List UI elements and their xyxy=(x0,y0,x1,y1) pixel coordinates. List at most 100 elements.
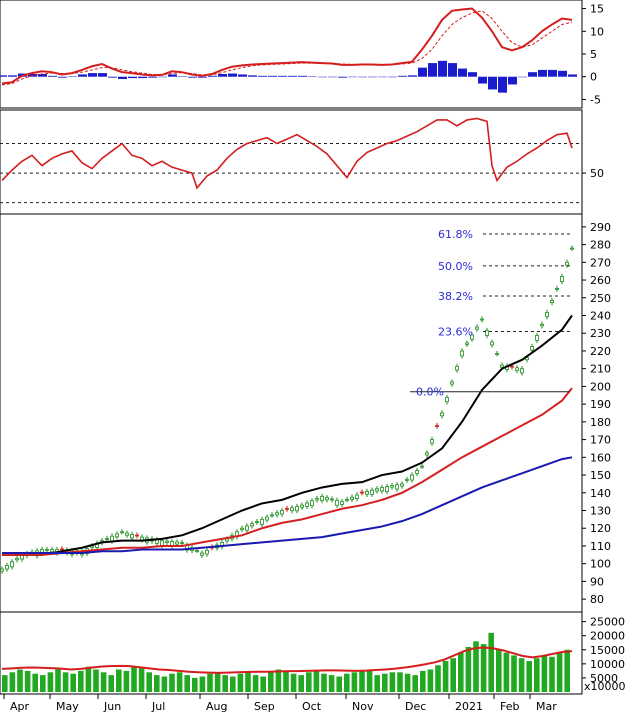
candle-body xyxy=(376,489,379,491)
candle-body xyxy=(531,347,534,351)
macd-histogram-bar xyxy=(528,72,537,77)
volume-bar xyxy=(488,633,494,692)
candle-body xyxy=(431,440,434,444)
candle-body xyxy=(501,365,504,367)
volume-bar xyxy=(10,672,16,692)
candle-body xyxy=(341,502,344,505)
candle-body xyxy=(246,526,249,530)
candle-body xyxy=(496,354,499,355)
y-tick-label: 110 xyxy=(590,540,611,553)
y-tick-label: 190 xyxy=(590,398,611,411)
y-tick-label: 15 xyxy=(590,3,604,16)
x-tick-label: May xyxy=(56,700,79,713)
volume-bar xyxy=(504,653,510,692)
candle-body xyxy=(61,549,64,550)
volume-bar xyxy=(146,672,152,692)
candle-body xyxy=(206,550,209,554)
volume-bar xyxy=(481,644,487,692)
volume-bar xyxy=(397,672,403,692)
macd-histogram-bar xyxy=(398,76,407,77)
volume-bar xyxy=(70,674,76,692)
macd-histogram-bar xyxy=(558,71,567,77)
volume-bar xyxy=(200,677,206,692)
candle-body xyxy=(136,535,139,536)
candle-body xyxy=(251,524,254,526)
candle-body xyxy=(436,426,439,427)
candle-body xyxy=(561,277,564,282)
macd-histogram-bar xyxy=(218,74,227,77)
candle-body xyxy=(176,542,179,544)
macd-histogram-bar xyxy=(388,77,397,78)
volume-bar xyxy=(63,672,69,692)
x-tick-label: Dec xyxy=(405,700,426,713)
candle-body xyxy=(546,312,549,316)
y-tick-label: 230 xyxy=(590,327,611,340)
y-tick-label: 140 xyxy=(590,487,611,500)
macd-histogram-bar xyxy=(408,75,417,76)
candle-body xyxy=(366,491,369,494)
fib-level-label: 0.0% xyxy=(416,386,444,399)
volume-bar xyxy=(374,675,380,692)
volume-bar xyxy=(298,675,304,692)
candle-body xyxy=(276,513,279,515)
candle-body xyxy=(116,534,119,537)
candle-body xyxy=(281,511,284,515)
candle-body xyxy=(451,382,454,384)
candle-body xyxy=(361,492,364,493)
volume-bar xyxy=(359,671,365,692)
volume-bar xyxy=(405,674,411,692)
volume-bar xyxy=(25,671,31,692)
y-tick-label: 10 xyxy=(590,25,604,38)
volume-bar xyxy=(549,657,555,692)
macd-histogram-bar xyxy=(328,77,337,78)
volume-bar xyxy=(306,672,312,692)
volume-bar xyxy=(458,653,464,692)
candle-body xyxy=(426,453,429,455)
macd-histogram-bar xyxy=(548,70,557,77)
macd-histogram-bar xyxy=(458,69,467,77)
y-tick-label: 15000 xyxy=(590,644,625,657)
candle-body xyxy=(201,553,204,555)
volume-bar xyxy=(131,667,137,692)
candle-body xyxy=(481,319,484,320)
volume-bar xyxy=(108,675,114,692)
y-tick-label: 240 xyxy=(590,310,611,323)
volume-bar xyxy=(367,669,373,692)
candle-body xyxy=(121,532,124,533)
candle-body xyxy=(396,485,399,489)
volume-bar xyxy=(283,671,289,692)
candle-body xyxy=(286,508,289,509)
volume-bar xyxy=(390,672,396,692)
candle-body xyxy=(421,466,424,467)
candle-body xyxy=(241,528,244,529)
macd-histogram-bar xyxy=(448,63,457,77)
volume-bar xyxy=(276,669,282,692)
x-tick-label: Sep xyxy=(254,700,275,713)
macd-histogram-bar xyxy=(168,74,177,76)
candle-body xyxy=(331,499,334,500)
y-tick-label: 160 xyxy=(590,451,611,464)
fib-level-label: 61.8% xyxy=(438,228,473,241)
candle-body xyxy=(386,487,389,492)
y-tick-label: 10000 xyxy=(590,658,625,671)
y-tick-label: 120 xyxy=(590,522,611,535)
macd-histogram-bar xyxy=(228,74,237,77)
macd-histogram-bar xyxy=(128,77,137,78)
macd-histogram-bar xyxy=(88,73,97,77)
candle-body xyxy=(266,517,269,520)
candle-body xyxy=(131,534,134,538)
y-tick-label: 130 xyxy=(590,505,611,518)
volume-bar xyxy=(344,674,350,692)
volume-bar xyxy=(230,677,236,692)
volume-bar xyxy=(511,655,517,692)
volume-bar xyxy=(169,674,175,692)
volume-bar xyxy=(154,675,160,692)
candle-body xyxy=(166,541,169,542)
volume-bar xyxy=(253,675,259,692)
volume-bar xyxy=(124,671,130,692)
macd-histogram-bar xyxy=(568,74,577,76)
y-tick-label: -5 xyxy=(590,93,601,106)
candle-body xyxy=(196,550,199,551)
y-tick-label: 250 xyxy=(590,292,611,305)
macd-histogram-bar xyxy=(78,74,87,76)
